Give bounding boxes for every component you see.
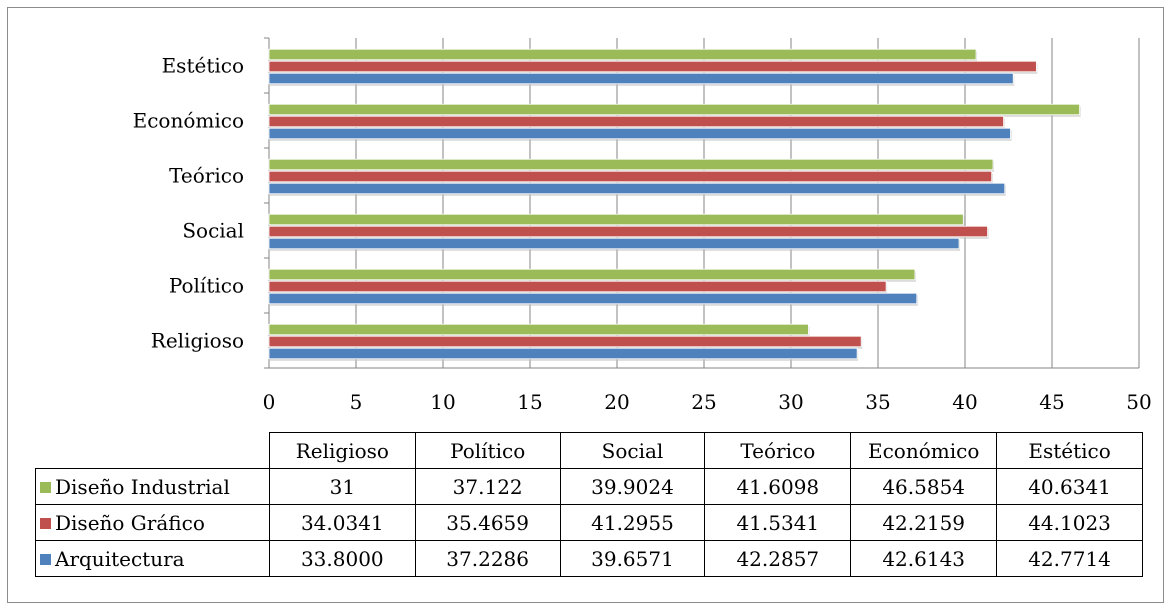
x-tick-label: 25	[691, 390, 716, 414]
bar	[268, 225, 988, 238]
bar	[268, 127, 1011, 140]
bar	[268, 182, 1006, 195]
legend-entry: Diseño Gráfico	[35, 504, 270, 541]
data-label: 42.2159	[850, 504, 998, 541]
data-label: 40.6341	[996, 468, 1143, 505]
data-label: 42.2857	[704, 540, 852, 577]
legend-swatch	[40, 517, 51, 529]
data-label: 33.8000	[268, 540, 416, 577]
bar	[268, 323, 809, 336]
table-header-cell: Estético	[996, 432, 1143, 469]
category-label: Religioso	[151, 329, 244, 353]
bar	[268, 237, 960, 250]
x-tick-label: 40	[952, 390, 977, 414]
x-tick-label: 35	[865, 390, 890, 414]
x-tick-label: 30	[778, 390, 803, 414]
category-label: Social	[182, 219, 244, 243]
table-header-cell: Teórico	[704, 432, 852, 469]
table-row: Arquitectura 33.8000 37.2286 39.6571 42.2857…	[35, 540, 1143, 577]
data-label: 31	[268, 468, 416, 505]
x-tick-label: 45	[1039, 390, 1064, 414]
data-table: Religioso Político Social Teórico Económico E…	[35, 432, 1143, 577]
bar	[268, 60, 1037, 73]
category-label: Estético	[162, 54, 244, 78]
bar	[268, 292, 918, 305]
data-label: 41.2955	[559, 504, 706, 541]
data-label: 39.9024	[559, 468, 706, 505]
legend-entry: Arquitectura	[35, 540, 270, 577]
x-tick-label: 0	[263, 390, 276, 414]
data-label: 41.5341	[704, 504, 852, 541]
x-tick-label: 15	[517, 390, 542, 414]
data-label: 44.1023	[996, 504, 1143, 541]
bar	[268, 335, 862, 348]
table-header-cell: Social	[559, 432, 706, 469]
bar	[268, 72, 1014, 85]
bar	[268, 268, 916, 281]
legend-label: Diseño Gráfico	[55, 510, 205, 535]
table-row: Diseño Gráfico 34.0341 35.4659 41.2955 41.53…	[35, 504, 1143, 541]
bar	[268, 115, 1004, 128]
x-tick-label: 5	[350, 390, 363, 414]
legend-label: Diseño Industrial	[55, 474, 230, 499]
x-tick-label: 10	[430, 390, 455, 414]
data-label: 41.6098	[704, 468, 852, 505]
bar	[268, 170, 993, 183]
legend-entry: Diseño Industrial	[35, 468, 270, 505]
table-header-row: Religioso Político Social Teórico Económico E…	[35, 432, 1143, 469]
data-label: 42.6143	[850, 540, 998, 577]
table-corner	[35, 432, 270, 469]
data-label: 34.0341	[268, 504, 416, 541]
bar	[268, 347, 858, 360]
x-tick-label: 20	[604, 390, 629, 414]
table-header-cell: Político	[414, 432, 561, 469]
data-label: 46.5854	[850, 468, 998, 505]
bar	[268, 103, 1080, 116]
table-header-cell: Religioso	[268, 432, 416, 469]
data-label: 37.122	[414, 468, 561, 505]
bar	[268, 158, 994, 171]
bar	[268, 213, 964, 226]
category-label: Económico	[133, 109, 244, 133]
bar	[268, 48, 977, 61]
data-label: 35.4659	[414, 504, 561, 541]
category-label: Político	[169, 274, 244, 298]
legend-swatch	[40, 553, 51, 565]
data-label: 37.2286	[414, 540, 561, 577]
category-label: Teórico	[169, 164, 244, 188]
table-row: Diseño Industrial 31 37.122 39.9024 41.6098 4…	[35, 468, 1143, 505]
data-label: 42.7714	[996, 540, 1143, 577]
legend-label: Arquitectura	[55, 546, 185, 571]
data-label: 39.6571	[559, 540, 706, 577]
x-tick-label: 50	[1126, 390, 1151, 414]
table-header-cell: Económico	[850, 432, 998, 469]
legend-swatch	[40, 481, 51, 493]
bar	[268, 280, 887, 293]
